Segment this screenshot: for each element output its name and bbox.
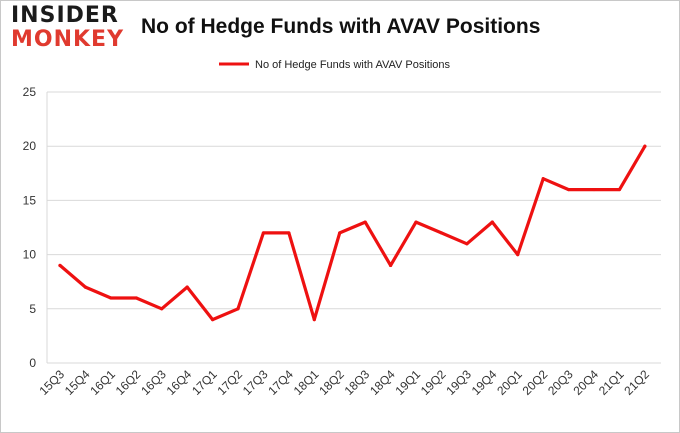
x-tick-label: 15Q4 — [62, 367, 93, 398]
x-tick-label: 18Q2 — [316, 367, 347, 398]
y-tick-label: 20 — [23, 139, 37, 153]
x-tick-label: 16Q1 — [87, 367, 118, 398]
x-tick-label: 15Q3 — [36, 367, 67, 398]
x-tick-label: 18Q4 — [367, 367, 398, 398]
x-tick-label: 18Q3 — [342, 367, 373, 398]
data-point — [185, 285, 189, 289]
x-tick-label: 16Q2 — [113, 367, 144, 398]
x-tick-label: 20Q4 — [570, 367, 601, 398]
x-tick-label: 17Q4 — [265, 367, 296, 398]
legend-label: No of Hedge Funds with AVAV Positions — [255, 59, 451, 71]
data-point — [83, 285, 88, 289]
logo-line2: MONKEY — [11, 27, 125, 52]
chart-title: No of Hedge Funds with AVAV Positions — [141, 15, 541, 38]
x-tick-label: 19Q3 — [443, 367, 474, 398]
data-point — [643, 144, 647, 148]
data-point — [109, 296, 113, 300]
x-tick-label: 17Q3 — [240, 367, 271, 398]
insider-monkey-logo: INSIDER MONKEY — [11, 5, 124, 51]
x-tick-label: 19Q2 — [418, 367, 449, 398]
data-point — [160, 307, 164, 311]
data-point — [236, 307, 240, 311]
x-tick-label: 17Q1 — [189, 367, 220, 398]
legend: No of Hedge Funds with AVAV Positions — [219, 59, 451, 71]
x-tick-label: 20Q1 — [494, 367, 525, 398]
y-tick-label: 0 — [29, 356, 36, 370]
data-point — [134, 296, 138, 300]
series-polyline — [58, 144, 647, 322]
data-point — [287, 231, 291, 235]
x-tick-label: 21Q1 — [596, 367, 627, 398]
logo-line1: INSIDER — [11, 3, 119, 28]
x-tick-label: 20Q2 — [520, 367, 551, 398]
x-tick-label: 18Q1 — [291, 367, 322, 398]
series-line — [58, 144, 647, 322]
y-tick-label: 25 — [23, 85, 37, 99]
x-tick-label: 21Q2 — [621, 367, 652, 398]
data-point — [338, 231, 342, 235]
data-point — [490, 220, 494, 224]
data-point — [261, 231, 266, 235]
x-tick-label: 20Q3 — [545, 367, 576, 398]
data-point — [567, 187, 571, 192]
data-point — [617, 187, 622, 192]
y-tick-label: 5 — [29, 302, 36, 316]
data-point — [516, 253, 520, 257]
y-tick-labels: 0 5 10 15 20 25 — [23, 85, 37, 370]
data-point — [210, 318, 215, 322]
data-point — [58, 263, 62, 268]
data-point — [439, 231, 444, 235]
grid-lines — [46, 91, 661, 364]
x-tick-label: 17Q2 — [214, 367, 245, 398]
y-tick-label: 10 — [23, 248, 37, 262]
x-tick-label: 19Q1 — [392, 367, 423, 398]
x-tick-labels: 15Q315Q416Q116Q216Q316Q417Q117Q217Q317Q4… — [36, 367, 652, 398]
x-tick-label: 16Q4 — [164, 367, 195, 398]
data-point — [541, 177, 545, 181]
data-point — [465, 242, 469, 246]
data-point — [388, 263, 393, 268]
x-tick-label: 19Q4 — [469, 367, 500, 398]
data-point — [592, 187, 596, 192]
data-point — [363, 220, 367, 224]
x-tick-label: 16Q3 — [138, 367, 169, 398]
y-tick-label: 15 — [23, 193, 37, 207]
data-point — [414, 220, 418, 224]
data-point — [312, 318, 316, 322]
